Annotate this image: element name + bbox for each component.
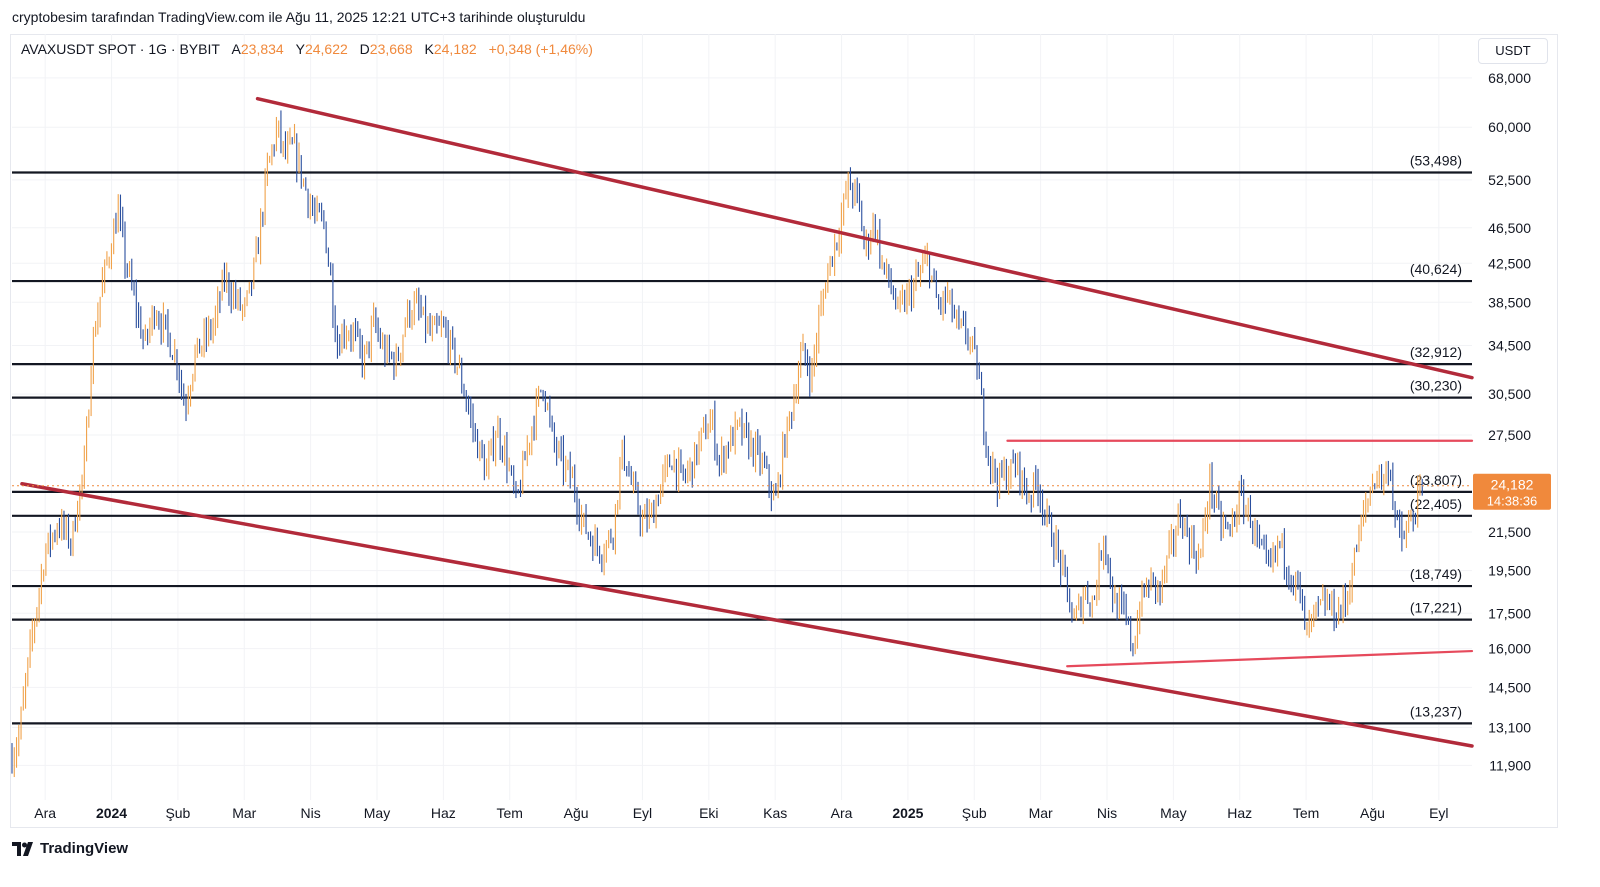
time-axis-label: Ağu	[1360, 805, 1385, 821]
range-bottom-line	[1066, 649, 1474, 668]
price-axis-label: 27,500	[1488, 427, 1531, 443]
level-label: (22,405)	[1410, 496, 1462, 512]
chart-frame	[10, 34, 1558, 828]
level-label: (40,624)	[1410, 261, 1462, 277]
price-axis-label: 68,000	[1488, 70, 1531, 86]
time-axis-label: Nis	[301, 805, 321, 821]
grid-layer	[12, 34, 1472, 800]
price-axis: 68,000 60,000 52,500 46,500 42,500 38,500 34,5…	[1488, 70, 1531, 774]
time-axis-label: 2024	[96, 805, 127, 821]
price-axis-label: 52,500	[1488, 172, 1531, 188]
time-axis-label: Tem	[497, 805, 523, 821]
currency-button[interactable]: USDT	[1478, 38, 1548, 64]
horizontal-levels: (53,498) (40,624) (32,912) (30,230) (23,807)…	[12, 152, 1472, 725]
high-value: 24,622	[304, 41, 348, 57]
close-label: K	[424, 41, 434, 57]
level-label: (17,221)	[1410, 600, 1462, 616]
time-axis-label: Eyl	[1429, 805, 1448, 821]
time-axis-label: Haz	[1227, 805, 1252, 821]
time-axis-label: Kas	[763, 805, 787, 821]
price-axis-label: 13,100	[1488, 719, 1531, 735]
high-label: Y	[295, 41, 305, 57]
symbol-name[interactable]: AVAXUSDT SPOT · 1G · BYBIT	[21, 41, 220, 57]
upper-wedge-line	[255, 96, 1474, 380]
time-axis-label: Nis	[1097, 805, 1117, 821]
symbol-legend: AVAXUSDT SPOT · 1G · BYBIT A23,834 Y24,6…	[21, 41, 593, 57]
price-axis-label: 46,500	[1488, 220, 1531, 236]
last-price-value: 24,182	[1491, 477, 1534, 493]
price-axis-label: 17,500	[1488, 605, 1531, 621]
last-price-tag	[1473, 473, 1551, 510]
price-axis-label: 19,500	[1488, 563, 1531, 579]
price-axis-label: 42,500	[1488, 255, 1531, 271]
candle-countdown: 14:38:36	[1487, 494, 1538, 509]
time-axis-label: Mar	[232, 805, 256, 821]
time-axis-label: 2025	[892, 805, 923, 821]
price-axis-label: 21,500	[1488, 524, 1531, 540]
open-value: 23,834	[240, 41, 284, 57]
lower-wedge-line	[20, 482, 1474, 748]
level-label: (18,749)	[1410, 566, 1462, 582]
time-axis-label: Eki	[699, 805, 718, 821]
level-label: (32,912)	[1410, 344, 1462, 360]
time-axis-label: Haz	[431, 805, 456, 821]
close-value: 24,182	[433, 41, 477, 57]
brand-name: TradingView	[40, 840, 129, 857]
level-label: (30,230)	[1410, 378, 1462, 394]
time-axis-label: Ara	[831, 805, 853, 821]
time-axis-label: Eyl	[633, 805, 652, 821]
price-axis-label: 34,500	[1488, 338, 1531, 354]
time-axis-label: Şub	[165, 805, 190, 821]
level-label: (53,498)	[1410, 152, 1462, 168]
time-axis-label: Şub	[962, 805, 987, 821]
time-axis-label: May	[1160, 805, 1186, 821]
price-axis-label: 38,500	[1488, 294, 1531, 310]
trendlines	[20, 96, 1474, 748]
low-label: D	[359, 41, 370, 57]
tradingview-logo[interactable]: TradingView	[12, 840, 128, 857]
time-axis-label: Ara	[34, 805, 56, 821]
price-axis-label: 60,000	[1488, 119, 1531, 135]
candles	[11, 110, 1423, 778]
price-axis-label: 14,500	[1488, 679, 1531, 695]
open-label: A	[231, 41, 241, 57]
price-axis-label: 16,000	[1488, 641, 1531, 657]
time-axis-label: Tem	[1293, 805, 1319, 821]
time-axis: Ara 2024 Şub Mar Nis May Haz Tem Ağu Eyl Eki Kas Ara…	[34, 805, 1448, 821]
time-axis-label: Mar	[1029, 805, 1053, 821]
low-value: 23,668	[369, 41, 413, 57]
change-value: +0,348 (+1,46%)	[488, 41, 593, 57]
level-label: (13,237)	[1410, 703, 1462, 719]
chart-credit: cryptobesim tarafından TradingView.com i…	[12, 9, 586, 25]
tradingview-logo-icon	[12, 841, 33, 856]
time-axis-label: Ağu	[564, 805, 589, 821]
level-label: (23,807)	[1410, 472, 1462, 488]
price-axis-label: 11,900	[1489, 757, 1531, 773]
price-axis-label: 30,500	[1488, 386, 1531, 402]
time-axis-label: May	[364, 805, 390, 821]
